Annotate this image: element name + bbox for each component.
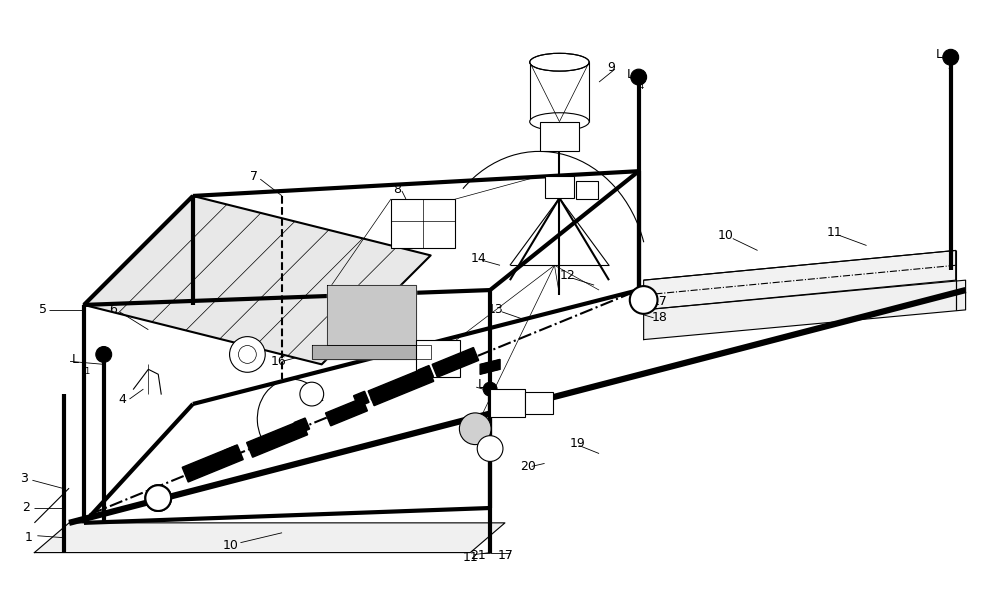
Polygon shape: [182, 445, 243, 482]
Text: 18: 18: [652, 311, 667, 324]
Bar: [490, 389, 525, 417]
Circle shape: [631, 69, 647, 85]
Text: 17: 17: [652, 295, 667, 308]
Circle shape: [459, 413, 491, 445]
Text: 15: 15: [433, 340, 449, 353]
Circle shape: [238, 346, 256, 364]
Bar: [416, 340, 460, 377]
Circle shape: [630, 286, 658, 314]
Polygon shape: [480, 359, 500, 374]
Circle shape: [96, 346, 112, 362]
Text: 3: 3: [948, 62, 953, 71]
Polygon shape: [34, 523, 505, 553]
Polygon shape: [294, 418, 310, 433]
Bar: [545, 176, 574, 198]
Text: 4: 4: [639, 82, 644, 91]
Polygon shape: [84, 196, 431, 364]
Text: 12: 12: [559, 269, 575, 282]
Text: L: L: [936, 48, 943, 61]
Text: 6: 6: [109, 304, 117, 317]
Ellipse shape: [530, 53, 589, 71]
Text: 19: 19: [569, 437, 585, 450]
Text: 14: 14: [470, 252, 486, 265]
Text: 1: 1: [84, 367, 89, 377]
Text: 17: 17: [498, 549, 514, 562]
Bar: [391, 199, 455, 248]
Circle shape: [477, 436, 503, 461]
Text: 3: 3: [21, 472, 28, 485]
Polygon shape: [418, 365, 433, 381]
Polygon shape: [644, 280, 966, 340]
Circle shape: [483, 382, 497, 396]
Text: L: L: [627, 68, 634, 81]
Polygon shape: [354, 391, 369, 407]
Circle shape: [145, 485, 171, 511]
Text: 7: 7: [250, 170, 258, 183]
Text: 2: 2: [23, 502, 30, 515]
Polygon shape: [325, 398, 367, 426]
Polygon shape: [368, 366, 434, 406]
Text: 5: 5: [39, 304, 47, 317]
Bar: [525, 392, 553, 414]
Polygon shape: [644, 250, 956, 310]
Text: 20: 20: [520, 460, 536, 473]
Text: +: +: [410, 214, 421, 227]
Circle shape: [145, 485, 171, 511]
Bar: [540, 122, 579, 151]
Text: 13: 13: [488, 304, 504, 317]
Text: 11: 11: [462, 551, 478, 564]
Text: 8: 8: [393, 183, 401, 196]
Text: 4: 4: [119, 393, 126, 406]
Text: 10: 10: [718, 229, 734, 242]
Polygon shape: [327, 285, 416, 345]
Text: L: L: [72, 353, 79, 366]
Text: 10: 10: [223, 539, 238, 552]
Polygon shape: [225, 446, 240, 461]
Circle shape: [943, 49, 959, 65]
Text: 9: 9: [607, 60, 615, 74]
Circle shape: [300, 382, 324, 406]
Polygon shape: [432, 347, 479, 377]
Text: 1: 1: [24, 531, 32, 544]
Polygon shape: [247, 420, 308, 457]
Text: L: L: [478, 378, 485, 391]
Bar: [576, 181, 598, 199]
Polygon shape: [312, 345, 431, 359]
Text: 11: 11: [827, 226, 843, 239]
Ellipse shape: [530, 113, 589, 130]
Text: 21: 21: [470, 549, 486, 562]
Text: 2: 2: [490, 391, 495, 400]
Circle shape: [230, 337, 265, 372]
Text: 16: 16: [270, 355, 286, 368]
